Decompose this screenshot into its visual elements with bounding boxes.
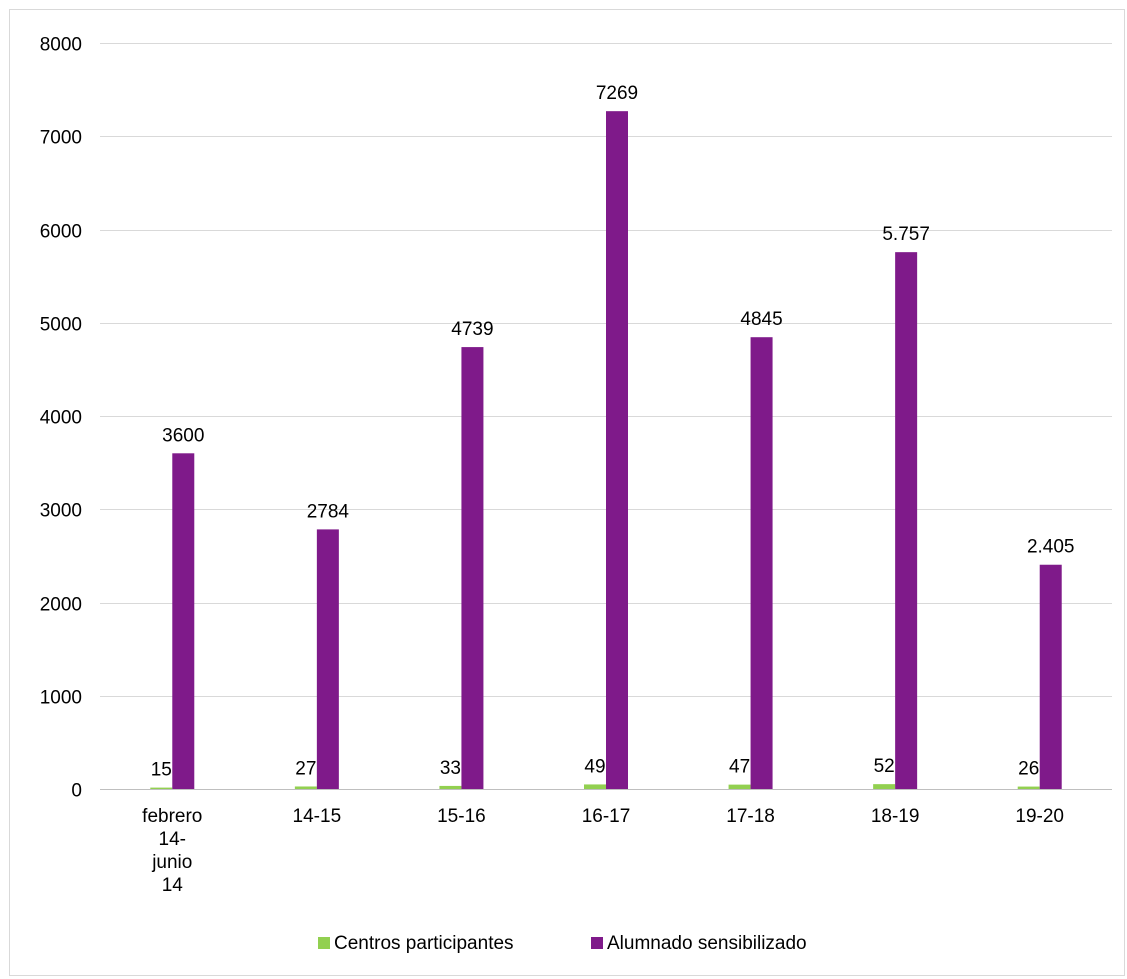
y-tick-label: 8000 [40,35,82,56]
bar-alumnado-sensibilizado [461,347,484,789]
x-tick-label: 17-18 [726,806,775,827]
legend-label: Centros participantes [334,933,514,954]
x-axis-ticks: febrero 14-junio 14 14-15 15-16 16-17 17-18 18-… [142,806,1064,896]
x-tick-label: 18-19 [871,806,920,827]
bar-centros-participantes [873,784,896,789]
legend: Centros participantes Alumnado sensibiliz… [318,933,807,954]
data-label: 52 [874,756,895,777]
data-label: 47 [729,757,750,778]
y-tick-label: 0 [71,781,82,802]
bar-alumnado-sensibilizado [606,111,628,789]
data-label: 33 [440,758,461,779]
bar-alumnado-sensibilizado [316,529,339,789]
bar-alumnado-sensibilizado [895,252,918,790]
y-tick-label: 3000 [40,501,82,522]
bar-centros-participantes [439,785,462,789]
y-tick-label: 5000 [40,315,82,336]
bar-centros-participantes [584,784,606,789]
bar-centros-participantes [294,786,317,789]
data-label: 2.405 [1027,537,1075,558]
bar-alumnado-sensibilizado [172,453,195,789]
data-label: 26 [1018,759,1039,780]
data-label: 3600 [162,425,204,446]
data-labels: 15 3600 27 2784 33 4739 49 7269 47 4845 52 5.757 26 2… [151,83,1075,780]
legend-label: Alumnado sensibilizado [607,933,807,954]
x-tick-label: 14-15 [293,806,342,827]
y-axis-ticks: 0 1000 2000 3000 4000 5000 6000 7000 8000 [40,35,82,802]
data-label: 27 [295,758,316,779]
legend-swatch [318,937,330,949]
bar-centros-participantes [150,787,173,789]
x-tick-label: 15-16 [437,806,486,827]
data-label: 7269 [596,83,638,104]
x-tick-label: 19-20 [1015,806,1064,827]
bar-alumnado-sensibilizado [1039,564,1062,789]
bar-alumnado-sensibilizado [750,337,773,789]
data-label: 15 [151,760,172,781]
bar-centros-participantes [728,784,751,789]
y-tick-label: 7000 [40,128,82,149]
bar-centros-participantes [1017,786,1040,789]
data-label: 4739 [451,319,493,340]
legend-swatch [591,937,603,949]
data-label: 2784 [307,501,350,522]
x-tick-label: febrero 14-junio 14 [142,806,202,896]
x-tick-label: 16-17 [582,806,631,827]
y-tick-label: 1000 [40,688,82,709]
data-label: 49 [584,756,605,777]
chart-frame [9,9,1125,976]
data-label: 5.757 [882,224,930,245]
bars [150,111,1062,790]
y-tick-label: 2000 [40,595,82,616]
data-label: 4845 [740,309,782,330]
y-tick-label: 4000 [40,408,82,429]
y-tick-label: 6000 [40,222,82,243]
